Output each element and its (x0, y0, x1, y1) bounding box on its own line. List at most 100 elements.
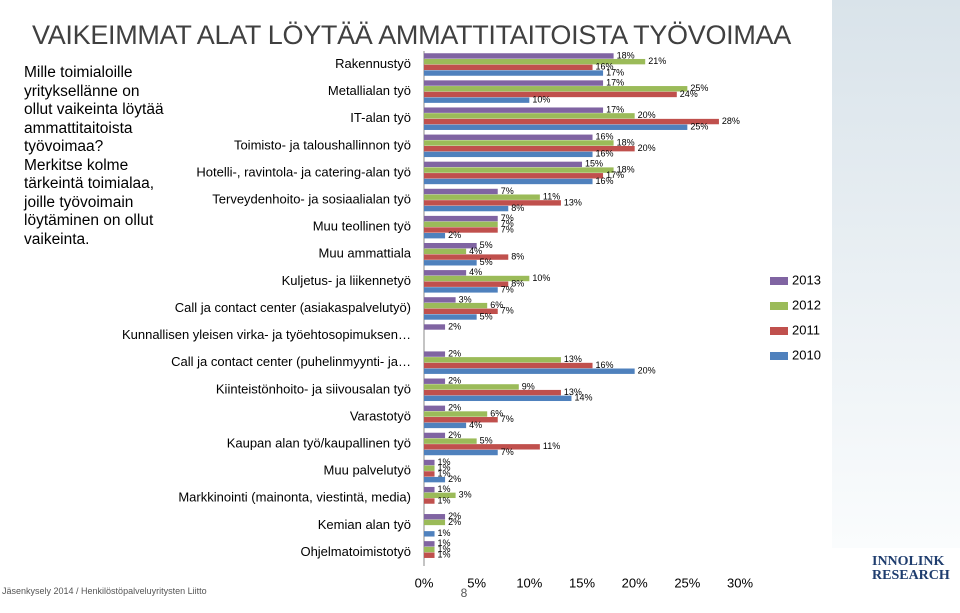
bar (424, 232, 446, 239)
bar (424, 178, 593, 185)
x-tick-label: 10% (516, 575, 542, 590)
value-label: 1% (438, 484, 451, 494)
bar (424, 260, 477, 266)
value-label: 13% (564, 354, 582, 364)
bar (424, 531, 435, 537)
bar (424, 465, 435, 471)
bar (424, 107, 604, 113)
bar (424, 514, 446, 520)
value-label: 7% (501, 284, 514, 294)
value-label: 20% (638, 110, 656, 120)
bar (424, 492, 456, 499)
value-label: 7% (501, 213, 514, 223)
bar (424, 145, 635, 152)
bar (424, 281, 509, 287)
x-tick-label: 0% (415, 575, 434, 590)
value-label: 4% (469, 267, 482, 277)
bar (424, 449, 498, 456)
bar (424, 86, 688, 92)
x-tick-label: 5% (467, 575, 486, 590)
bar (424, 242, 477, 249)
bar (424, 405, 446, 412)
value-label: 7% (501, 224, 514, 234)
bar (424, 140, 614, 146)
value-label: 16% (596, 132, 614, 142)
value-label: 1% (438, 528, 451, 538)
y-tick-label: Muu ammattiala (319, 246, 412, 261)
bar (424, 167, 614, 173)
footer: Jäsenkysely 2014 / Henkilöstöpalveluyrit… (2, 586, 207, 596)
bar (424, 351, 446, 357)
value-label: 7% (501, 414, 514, 424)
bar (424, 287, 498, 293)
bar (424, 227, 498, 233)
legend-label: 2012 (792, 297, 821, 312)
bar (424, 194, 540, 200)
value-label: 11% (543, 192, 560, 202)
y-tick-label: Markkinointi (mainonta, viestintä, media… (178, 490, 411, 505)
bar (424, 70, 604, 76)
bar (424, 97, 530, 103)
legend-swatch (770, 352, 788, 360)
legend-label: 2013 (792, 272, 821, 287)
value-label: 8% (511, 203, 524, 213)
value-label: 9% (522, 381, 535, 391)
value-label: 2% (448, 348, 461, 358)
background-strip (832, 0, 960, 548)
bar (424, 124, 688, 130)
y-tick-label: Toimisto- ja taloushallinnon työ (234, 137, 411, 152)
bar (424, 248, 467, 255)
y-tick-label: Rakennustyö (335, 56, 411, 71)
y-tick-label: Kiinteistönhoito- ja siivousalan työ (216, 381, 411, 396)
y-tick-label: Call ja contact center (asiakaspalveluty… (175, 300, 411, 315)
value-label: 18% (617, 164, 635, 174)
bar (424, 422, 467, 429)
legend-swatch (770, 302, 788, 310)
bar (424, 417, 498, 423)
legend-label: 2011 (792, 322, 820, 337)
bar (424, 308, 498, 314)
bar (424, 221, 498, 227)
value-label: 13% (564, 197, 582, 207)
x-tick-label: 15% (569, 575, 595, 590)
value-label: 2% (448, 321, 461, 331)
legend-label: 2010 (792, 347, 821, 362)
value-label: 25% (690, 122, 708, 132)
value-label: 25% (690, 83, 708, 93)
value-label: 7% (501, 447, 514, 457)
value-label: 17% (606, 67, 624, 77)
value-label: 3% (459, 294, 472, 304)
y-tick-label: Kemian alan työ (318, 517, 411, 532)
value-label: 7% (501, 219, 514, 229)
bar (424, 362, 593, 369)
value-label: 21% (648, 56, 666, 66)
bar (424, 297, 456, 303)
bar (424, 215, 498, 222)
y-tick-label: Metallialan työ (328, 83, 411, 98)
value-label: 2% (448, 376, 461, 386)
value-label: 2% (448, 511, 461, 521)
bar (424, 498, 435, 504)
y-tick-label: Terveydenhoito- ja sosiaalialan työ (212, 192, 411, 207)
slide-title: VAIKEIMMAT ALAT LÖYTÄÄ AMMATTITAITOISTA … (32, 20, 791, 50)
y-tick-label: IT-alan työ (350, 110, 411, 125)
bar (424, 254, 509, 260)
value-label: 16% (596, 176, 614, 186)
bar (424, 200, 561, 206)
value-label: 8% (511, 279, 524, 289)
bar (424, 384, 519, 390)
bar (424, 378, 446, 384)
value-label: 18% (617, 137, 635, 147)
y-tick-label: Kunnallisen yleisen virka- ja työehtosop… (122, 327, 411, 342)
value-label: 1% (438, 468, 451, 478)
y-tick-label: Varastotyö (350, 408, 411, 423)
value-label: 10% (532, 95, 550, 105)
bar (424, 389, 561, 396)
value-label: 17% (606, 170, 624, 180)
value-label: 20% (638, 366, 656, 376)
y-tick-label: Ohjelmatoimistotyö (300, 544, 411, 559)
bar (424, 541, 435, 547)
value-label: 2% (448, 517, 461, 527)
